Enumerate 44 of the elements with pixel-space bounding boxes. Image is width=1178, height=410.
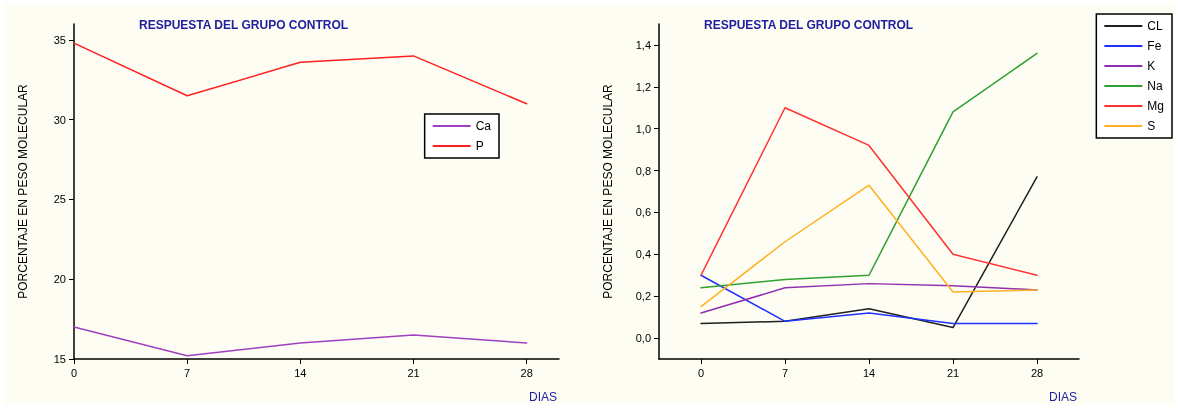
y-tick-label: 30 [53,113,66,126]
x-tick-label: 7 [781,366,789,379]
y-tick-label: 25 [53,193,66,206]
legend-label: K [1147,59,1156,73]
y-tick-label: 15 [53,353,66,365]
y-tick-label: 35 [53,33,66,46]
y-tick-label: 0,8 [635,164,651,177]
line-series [700,52,1038,289]
x-tick-label: 28 [1030,366,1044,379]
x-tick-label: 7 [184,366,191,379]
legend-label: CL [1147,19,1163,33]
x-tick-label: 21 [407,366,420,379]
y-tick-label: 1,2 [635,80,651,93]
legend-label: P [475,139,484,153]
line-series [700,176,1038,329]
legend-label: Fe [1147,39,1162,53]
y-tick-label: 20 [53,273,66,286]
line-series [73,326,528,357]
legend-label: Ca [475,119,492,133]
chart-title: RESPUESTA DEL GRUPO CONTROL [704,18,914,32]
x-axis-title: DIAS [529,390,558,404]
y-tick-label: 0,6 [635,206,651,219]
x-tick-label: 0 [697,366,705,379]
chart-title: RESPUESTA DEL GRUPO CONTROL [139,18,349,32]
line-series [700,274,1038,325]
y-tick-label: 1,4 [635,38,651,51]
y-tick-label: 0,4 [635,248,651,261]
legend-label: Mg [1147,99,1164,113]
x-tick-label: 14 [294,366,307,379]
line-series [700,184,1038,308]
line-series [73,42,528,105]
x-tick-label: 14 [862,366,876,379]
y-axis-title: PORCENTAJE EN PESO MOLECULAR [601,83,615,299]
y-tick-label: 1,0 [635,122,651,135]
x-tick-label: 28 [520,366,533,379]
line-series [700,107,1038,276]
x-tick-label: 0 [70,366,78,379]
y-tick-label: 0,2 [635,290,651,303]
legend-label: S [1147,119,1156,133]
y-tick-label: 0,0 [635,332,651,345]
legend-label: Na [1147,79,1163,93]
y-axis-title: PORCENTAJE EN PESO MOLECULAR [16,83,30,299]
x-axis-title: DIAS [1049,390,1078,404]
x-tick-label: 21 [946,366,960,379]
